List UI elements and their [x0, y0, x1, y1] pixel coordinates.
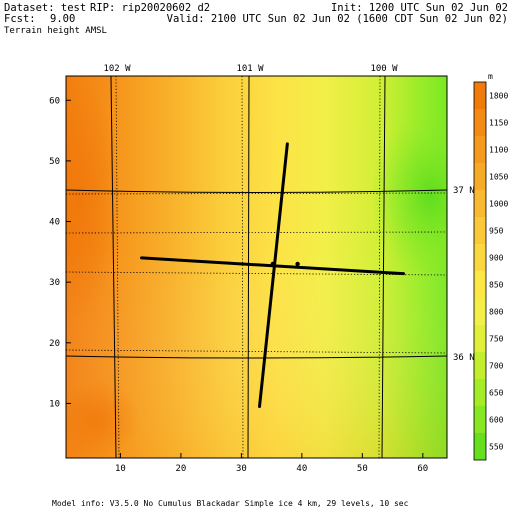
- parallel-37n: [66, 189, 447, 193]
- x-tick-label: 20: [175, 464, 186, 474]
- parallels: [66, 189, 447, 359]
- x-tick-label: 50: [357, 464, 368, 474]
- colorbar-swatch: [474, 352, 486, 379]
- colorbar-level: 1800: [489, 92, 508, 101]
- cross-section-line: [258, 142, 289, 408]
- colorbar-swatch: [474, 379, 486, 406]
- colorbar-swatch: [474, 190, 486, 217]
- colorbar-swatch: [474, 136, 486, 163]
- colorbar-level: 1050: [489, 173, 508, 182]
- boundary: [66, 349, 447, 354]
- colorbar-swatch: [474, 82, 486, 109]
- map-panel: [65, 75, 448, 459]
- colorbar-level: 1000: [489, 200, 508, 209]
- low-terrain-patch: [370, 110, 447, 280]
- lat-label-36n: 36 N: [453, 353, 475, 363]
- init-time: Init: 1200 UTC Sun 02 Jun 02: [331, 2, 508, 14]
- point-marker: [270, 261, 276, 267]
- lon-label-100w: 100 W: [370, 64, 398, 74]
- colorbar-level: 1100: [489, 146, 508, 155]
- high-terrain-patch: [66, 80, 120, 320]
- header: Dataset: test RIP: rip20020602 d2 Init: …: [4, 2, 508, 36]
- map-border: [65, 75, 448, 459]
- colorbar-level: 800: [489, 308, 504, 317]
- boundary: [66, 192, 447, 195]
- colorbar-swatch: [474, 406, 486, 433]
- y-tick-label: 30: [49, 278, 60, 288]
- colorbar-swatch: [474, 109, 486, 136]
- fcst-label: Fcst:: [4, 13, 36, 25]
- y-tick-label: 40: [49, 218, 60, 228]
- colorbar-swatch: [474, 217, 486, 244]
- x-tick-label: 60: [417, 464, 428, 474]
- colorbar: m 1800 1150 1100 1050 1000 950 900 850 800 750 700…: [473, 72, 508, 461]
- meridian-100w: [381, 76, 386, 458]
- rip-label: RIP: rip20020602 d2: [90, 2, 210, 14]
- boundary: [66, 271, 447, 276]
- valid-time: Valid: 2100 UTC Sun 02 Jun 02 (1600 CDT …: [167, 13, 508, 25]
- field-title: Terrain height AMSL: [4, 26, 107, 36]
- colorbar-swatch: [474, 244, 486, 271]
- colorbar-level: 850: [489, 281, 504, 290]
- x-axis: 10 20 30 40 50 60: [115, 453, 428, 474]
- colorbar-level: 750: [489, 335, 504, 344]
- x-tick-label: 40: [296, 464, 307, 474]
- x-tick-label: 30: [236, 464, 247, 474]
- colorbar-level: 550: [489, 443, 504, 452]
- axes: 10 20 30 40 50 60 10 20 30 40 50 60 102 W 101 W 10…: [49, 64, 475, 474]
- meridians: [110, 76, 386, 458]
- lat-label-37n: 37 N: [453, 186, 475, 196]
- model-info: Model info: V3.5.0 No Cumulus Blackadar …: [52, 499, 409, 508]
- y-tick-label: 20: [49, 339, 60, 349]
- y-axis: 10 20 30 40 50 60: [49, 96, 71, 409]
- y-tick-label: 10: [49, 399, 60, 409]
- colorbar-level: 600: [489, 416, 504, 425]
- colorbar-unit: m: [488, 72, 493, 81]
- y-tick-label: 50: [49, 157, 60, 167]
- high-terrain-patch-south: [66, 380, 140, 458]
- dataset-label: Dataset: test: [4, 2, 86, 14]
- colorbar-level: 700: [489, 362, 504, 371]
- boundary: [66, 231, 447, 234]
- parallel-36n: [66, 355, 447, 359]
- boundaries: [66, 76, 447, 458]
- colorbar-border: [473, 81, 487, 461]
- colorbar-swatch: [474, 271, 486, 298]
- colorbar-level: 900: [489, 254, 504, 263]
- lon-label-102w: 102 W: [103, 64, 131, 74]
- meridian-101w: [247, 76, 250, 458]
- meridian-102w: [110, 76, 117, 458]
- colorbar-level: 650: [489, 389, 504, 398]
- cross-section-layer: [140, 142, 405, 408]
- colorbar-swatch: [474, 163, 486, 190]
- fcst-value: 9.00: [50, 13, 75, 25]
- lon-label-101w: 101 W: [236, 64, 264, 74]
- colorbar-swatch: [474, 325, 486, 352]
- x-tick-label: 10: [115, 464, 126, 474]
- point-marker: [295, 261, 300, 267]
- colorbar-level: 1150: [489, 119, 508, 128]
- y-tick-label: 60: [49, 96, 60, 106]
- colorbar-level: 950: [489, 227, 504, 236]
- colorbar-swatch: [474, 298, 486, 325]
- colorbar-swatch: [474, 433, 486, 460]
